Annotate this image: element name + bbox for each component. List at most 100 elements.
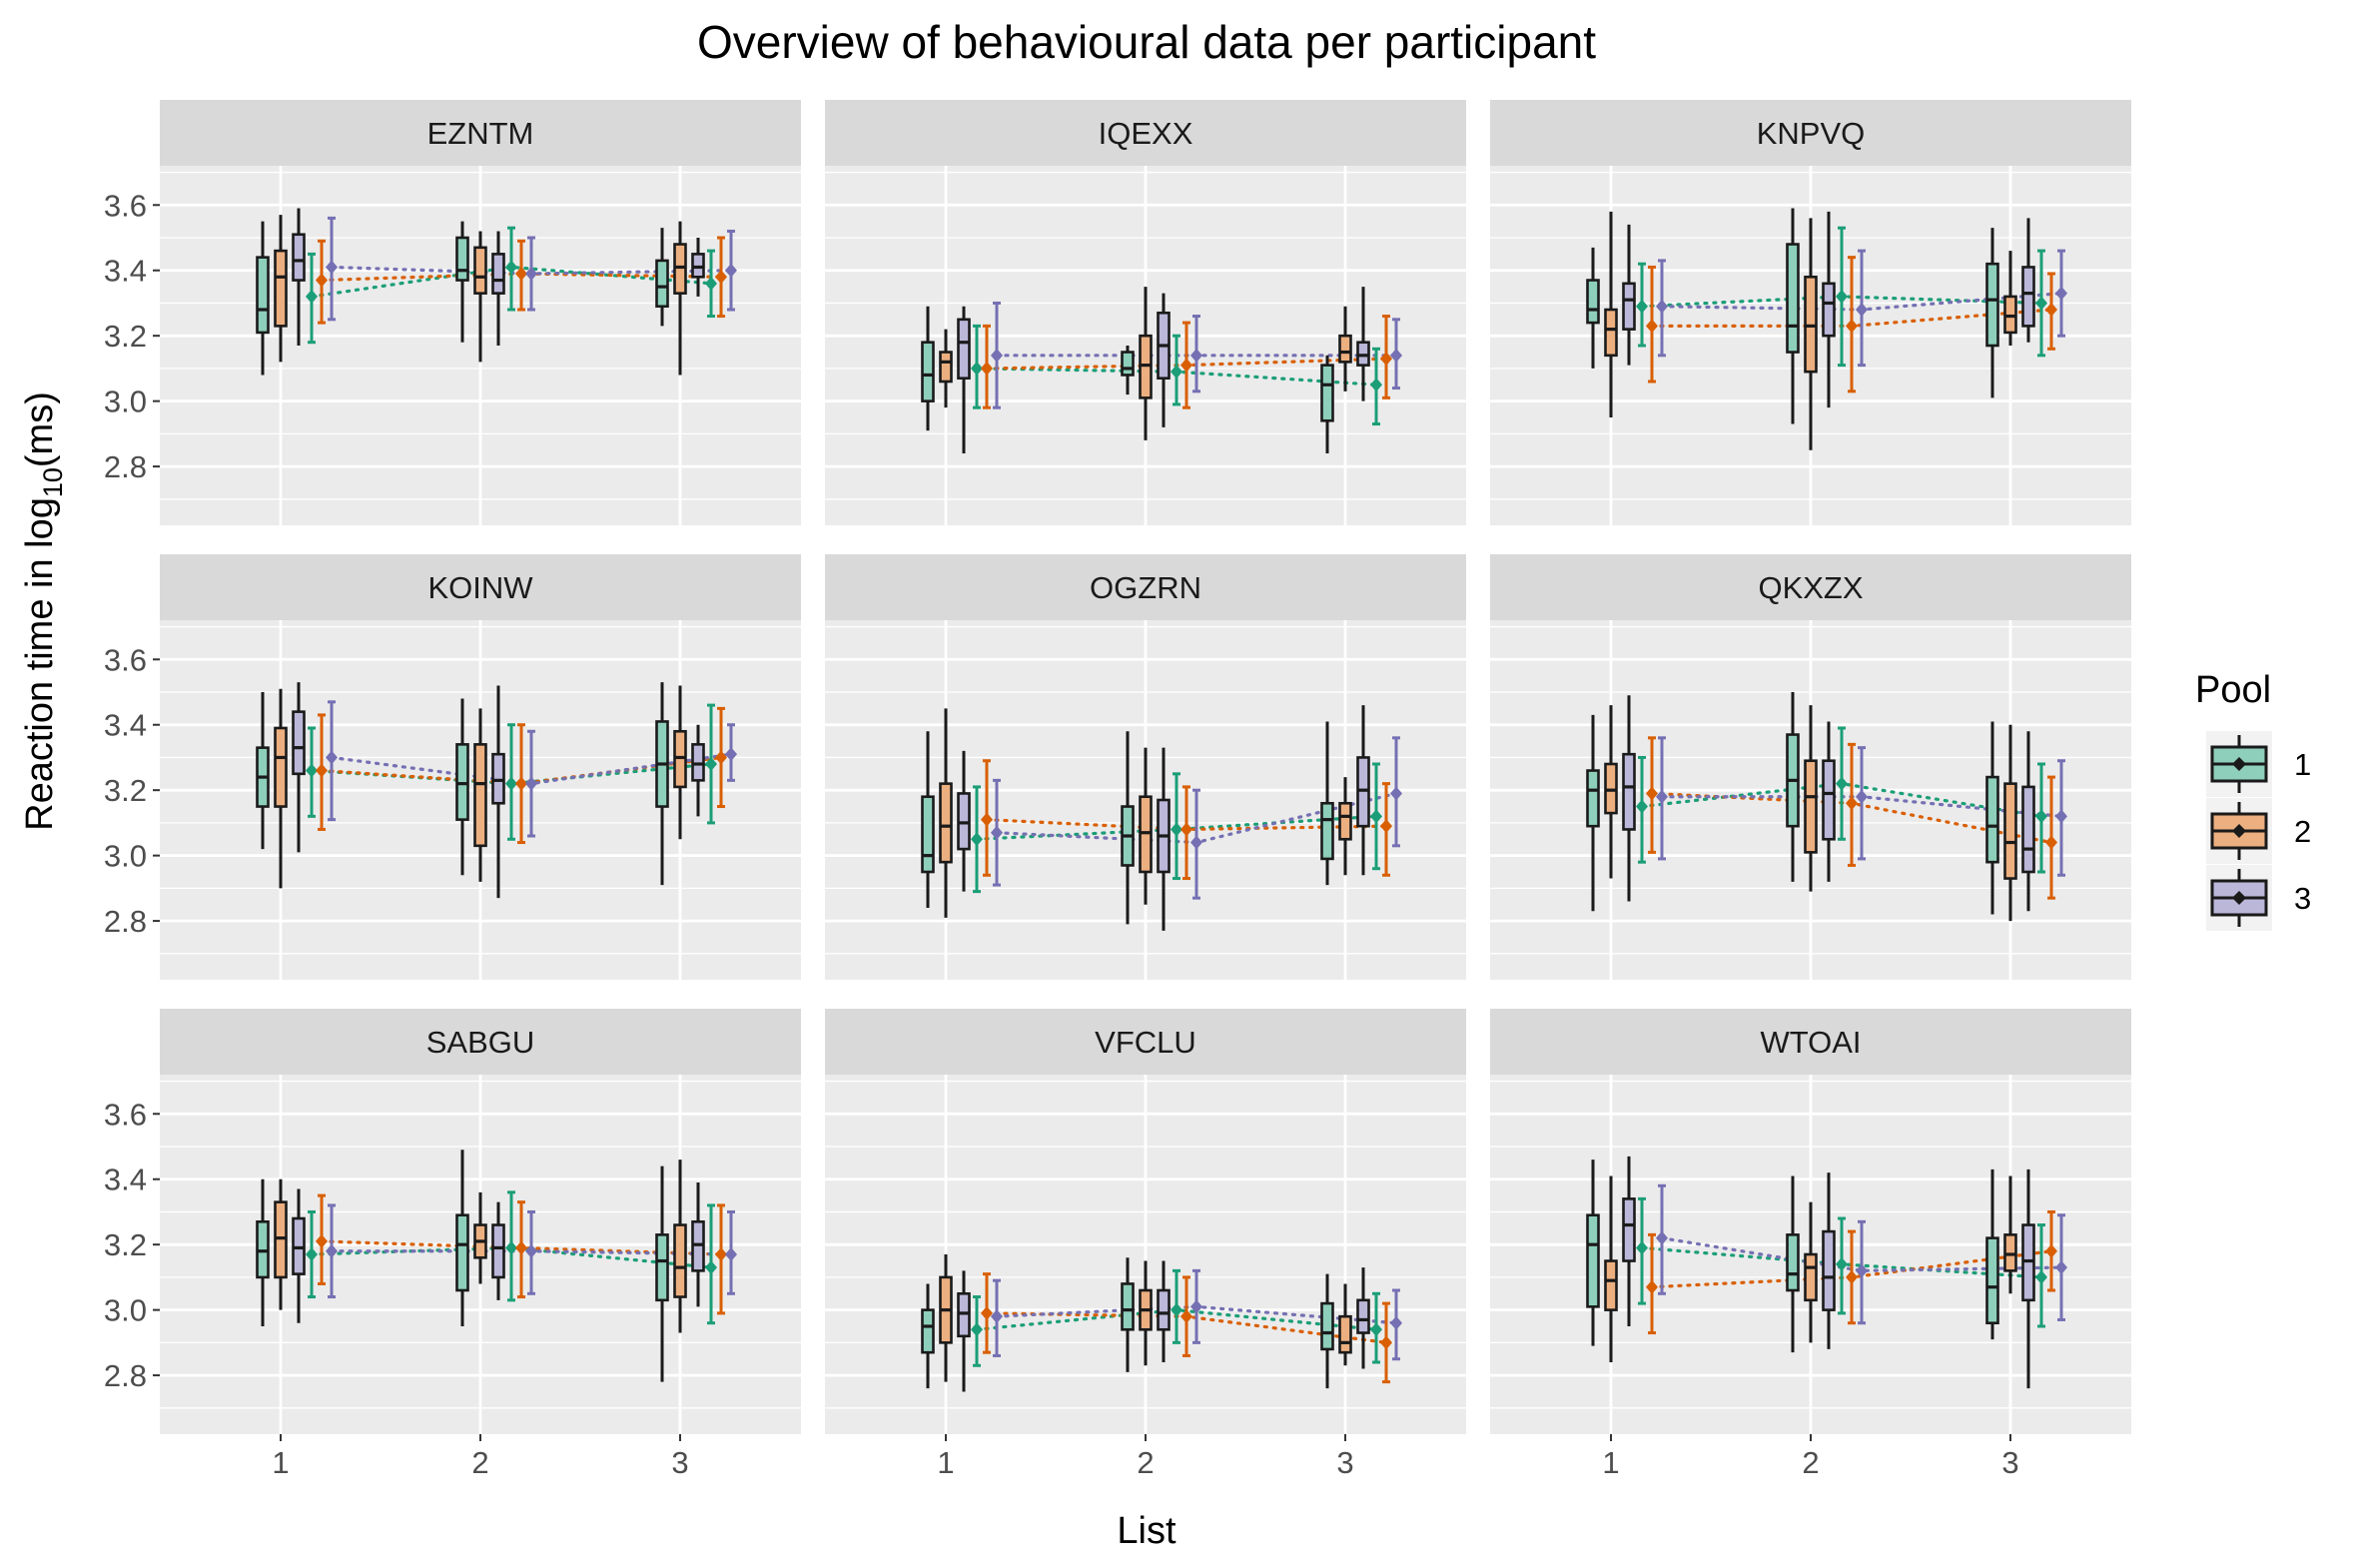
box [455,236,469,282]
mean-trend-line [310,265,713,299]
mean-point [971,1322,983,1337]
facet-strip-label: QKXZX [1758,570,1863,605]
facet-panel: WTOAI 1 2 3 [1490,1009,2131,1480]
box [1320,364,1334,422]
mean-point [1846,1269,1858,1284]
box [455,743,469,821]
box [1139,795,1153,874]
y-tick-label: 2.8 [104,904,147,939]
box [491,1223,505,1279]
box [1320,801,1334,861]
mean-point [1656,789,1668,804]
mean-point [1171,1302,1182,1317]
y-tick-label: 3.2 [104,319,147,354]
box [473,743,487,848]
facet-strip-label: VFCLU [1095,1025,1196,1060]
box [1586,279,1600,325]
legend-key-mean [2232,891,2246,905]
mean-point [971,832,983,847]
legend-key-mean [2232,824,2246,838]
y-axis-title-unit: (ms) [19,392,61,467]
y-tick-label: 3.0 [104,1293,147,1328]
box [939,351,953,384]
mean-point [2045,303,2057,317]
mean-point [1190,348,1202,363]
mean-point [515,1240,527,1255]
box [1786,1233,1800,1292]
mean-point [306,289,318,304]
mean-point [1370,809,1382,824]
box [274,1200,288,1279]
facet-panel: KNPVQ [1490,100,2131,525]
mean-point [326,750,338,765]
y-tick-label: 3.2 [104,1227,147,1262]
box [673,729,687,789]
facet-strip [160,1009,801,1075]
mean-point [2055,1260,2067,1275]
x-tick-label: 1 [1602,1445,1619,1480]
mean-point [981,812,993,827]
mean-point [515,267,527,281]
mean-point [505,776,517,791]
x-tick-label: 2 [1802,1445,1819,1480]
facet-panel: VFCLU 1 2 3 [825,1009,1466,1480]
x-tick-label: 1 [937,1445,954,1480]
box [1822,759,1836,841]
mean-point [1190,835,1202,850]
box [921,795,935,874]
box [1139,334,1153,399]
mean-point [971,361,983,376]
y-tick-label: 2.8 [104,1358,147,1393]
y-tick-label: 3.4 [104,1163,147,1197]
mean-point [525,1243,537,1258]
facet-panels: EZNTM 2.8 3.0 3.2 3.4 3.6 IQEXX KNPVQ KOINW 2.8 3.… [104,100,2131,1480]
box [491,253,505,295]
facet-strip-label: KNPVQ [1757,116,1866,151]
facet-strip-label: KOINW [427,570,533,605]
mean-point [1836,289,1848,304]
box [292,233,306,282]
mean-point [1646,1279,1658,1294]
mean-point [1856,789,1868,804]
facet-panel: QKXZX [1490,554,2131,980]
legend-title: Pool [2195,669,2271,711]
box [1786,243,1800,354]
box [1822,1229,1836,1311]
mean-point [316,763,328,778]
box [1985,262,1999,348]
mean-point [991,1309,1003,1324]
mean-point [981,1305,993,1320]
facet-strip [825,100,1466,166]
mean-point [2045,1243,2057,1258]
mean-point [1846,796,1858,811]
mean-point [715,750,727,765]
box [274,249,288,328]
mean-point [1646,786,1658,801]
legend-label: 3 [2294,881,2311,916]
box [1622,752,1636,831]
x-axis-title: List [1117,1510,1177,1552]
mean-point [705,276,717,291]
y-tick-label: 2.8 [104,449,147,484]
facet-strip [160,100,801,166]
y-axis-title-subscript: 10 [38,467,68,497]
box [1804,275,1818,374]
mean-point [991,825,1003,840]
mean-point [1370,1322,1382,1337]
box [1985,775,1999,864]
mean-point [725,1247,737,1261]
facet-panel: KOINW 2.8 3.0 3.2 3.4 3.6 [104,554,801,980]
mean-point [326,1243,338,1258]
facet-strip-label: SABGU [426,1025,535,1060]
mean-point [525,776,537,791]
mean-point [2035,1269,2047,1284]
mean-point [705,1260,717,1275]
x-tick-label: 2 [471,1445,488,1480]
y-axis-title: Reaction time in log10(ms) [19,392,68,831]
mean-point [1390,1315,1402,1330]
mean-point [1656,1230,1668,1245]
box [1121,351,1135,377]
facet-strip-label: IQEXX [1099,116,1193,151]
box [1622,1197,1636,1262]
facet-strip [160,554,801,620]
